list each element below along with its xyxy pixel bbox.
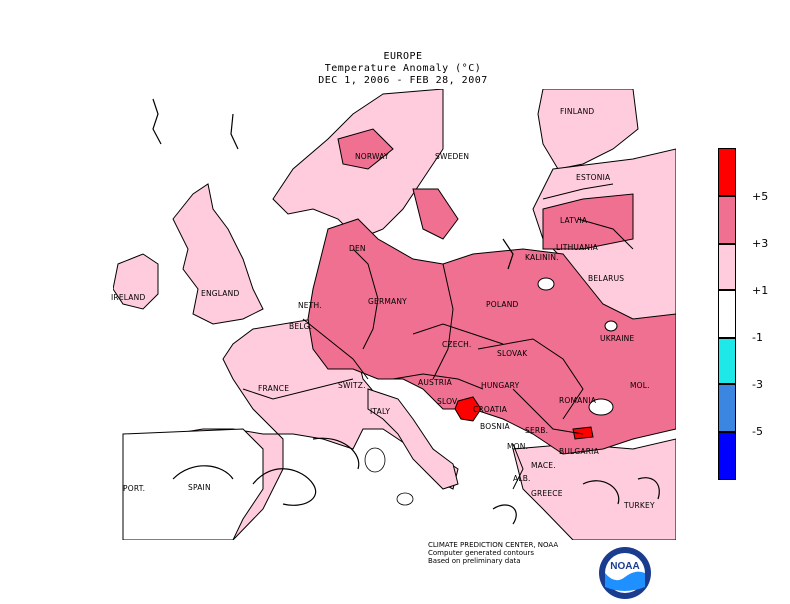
map-period-subtitle: DEC 1, 2006 - FEB 28, 2007 xyxy=(318,75,488,86)
noaa-logo-text: NOAA xyxy=(610,561,639,572)
land-finland xyxy=(537,89,639,170)
label-serbia: SERB. xyxy=(525,426,549,435)
legend-swatch-3-to-5 xyxy=(718,196,736,244)
legend-swatch-minus3-to-minus1 xyxy=(718,338,736,384)
legend-swatch-below-minus5 xyxy=(718,432,736,480)
label-denmark: DEN xyxy=(349,244,366,253)
hotspot-bulgaria xyxy=(572,426,594,440)
legend-label-plus3: +3 xyxy=(752,237,769,250)
label-netherlands: NETH. xyxy=(298,301,322,310)
label-croatia: CROATIA xyxy=(473,405,508,414)
legend-swatch-neutral xyxy=(718,290,736,338)
label-romania: ROMANIA xyxy=(559,396,597,405)
label-hungary: HUNGARY xyxy=(481,381,520,390)
label-sweden: SWEDEN xyxy=(435,152,470,161)
legend-label-plus5: +5 xyxy=(752,190,769,203)
label-greece: GREECE xyxy=(531,489,563,498)
label-estonia: ESTONIA xyxy=(576,173,611,182)
label-bulgaria: BULGARIA xyxy=(559,447,599,456)
label-latvia: LATVIA xyxy=(560,216,588,225)
label-italy: ITALY xyxy=(370,407,391,416)
legend-label-plus1: +1 xyxy=(752,284,769,297)
land-italy xyxy=(367,388,459,490)
label-slovenia: SLOV. xyxy=(437,397,459,406)
legend-swatch-1-to-3 xyxy=(718,244,736,290)
label-slovakia: SLOVAK xyxy=(497,349,528,358)
legend-swatch-minus5-to-minus3 xyxy=(718,384,736,432)
label-finland: FINLAND xyxy=(560,107,595,116)
label-austria: AUSTRIA xyxy=(418,378,452,387)
legend-label-minus5: -5 xyxy=(752,425,763,438)
land-iberia xyxy=(122,428,264,540)
credit-method: Computer generated contours xyxy=(428,549,534,557)
noaa-logo: NOAA xyxy=(590,545,660,600)
label-belarus: BELARUS xyxy=(588,274,625,283)
label-moldova: MOL. xyxy=(630,381,650,390)
legend-swatch-above-5 xyxy=(718,148,736,196)
land-sweden-patch xyxy=(412,188,459,240)
label-macedonia: MACE. xyxy=(531,461,556,470)
label-albania: ALB. xyxy=(513,474,531,483)
map-region-title: EUROPE xyxy=(383,51,423,62)
legend-label-minus1: -1 xyxy=(752,331,763,344)
land-norway-patch xyxy=(337,128,394,170)
map-variable-subtitle: Temperature Anomaly (°C) xyxy=(324,63,482,74)
label-poland: POLAND xyxy=(486,300,519,309)
label-ukraine: UKRAINE xyxy=(600,334,635,343)
legend-label-minus3: -3 xyxy=(752,378,763,391)
label-spain: SPAIN xyxy=(188,483,211,492)
label-ireland: IRELAND xyxy=(111,293,146,302)
temperature-anomaly-map: FINLAND NORWAY SWEDEN ESTONIA LATVIA LIT… xyxy=(111,89,676,540)
hotspot-croatia xyxy=(454,396,482,422)
label-bosnia: BOSNIA xyxy=(480,422,510,431)
land-britain xyxy=(172,183,264,325)
label-montenegro: MON. xyxy=(507,442,529,451)
label-czech: CZECH. xyxy=(442,340,472,349)
land-ireland xyxy=(113,253,159,310)
label-norway: NORWAY xyxy=(355,152,389,161)
label-france: FRANCE xyxy=(258,384,290,393)
label-germany: GERMANY xyxy=(368,297,407,306)
land-central-east xyxy=(307,218,676,455)
label-portugal: PORT. xyxy=(123,484,146,493)
label-kalinin: KALININ. xyxy=(525,253,559,262)
credit-data-note: Based on preliminary data xyxy=(428,557,521,565)
map-canvas xyxy=(113,89,676,540)
label-england: ENGLAND xyxy=(201,289,240,298)
credit-agency: CLIMATE PREDICTION CENTER, NOAA xyxy=(428,541,559,549)
label-belgium: BELG. xyxy=(289,322,313,331)
label-turkey: TURKEY xyxy=(624,501,655,510)
label-lithuania: LITHUANIA xyxy=(556,243,598,252)
label-switzerland: SWITZ. xyxy=(338,381,366,390)
